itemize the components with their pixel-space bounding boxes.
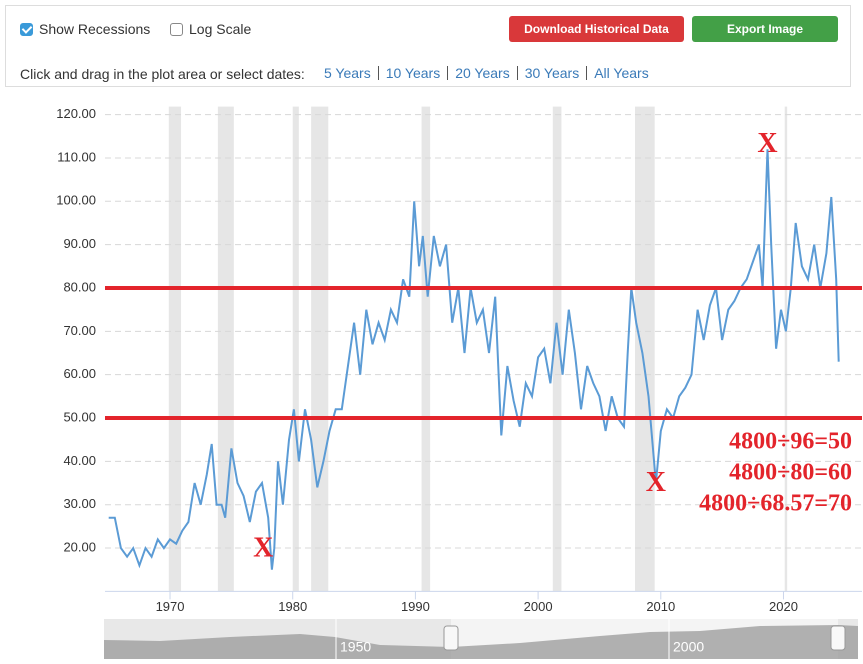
recession-band <box>784 106 788 592</box>
recession-band <box>421 106 431 592</box>
recession-band <box>217 106 234 592</box>
y-tick-label: 100.00 <box>56 193 96 208</box>
x-marker: X <box>253 533 273 564</box>
control-panel: Show Recessions Log Scale Download Histo… <box>5 5 851 87</box>
x-marker: X <box>757 128 777 159</box>
recession-band <box>552 106 562 592</box>
y-tick-label: 70.00 <box>63 323 96 338</box>
navigator-handle[interactable] <box>443 625 459 651</box>
annotation: 4800÷80=60 <box>729 460 852 486</box>
navigator: 1950 2000 <box>104 619 858 659</box>
download-button[interactable]: Download Historical Data <box>509 16 684 42</box>
y-tick-label: 40.00 <box>63 453 96 468</box>
x-tick-label: 1990 <box>401 599 430 614</box>
y-tick-label: 120.00 <box>56 106 96 121</box>
log-toggle[interactable]: Log Scale <box>170 21 251 37</box>
recession-band <box>635 106 655 592</box>
y-tick-label: 80.00 <box>63 279 96 294</box>
range-link[interactable]: 10 Years <box>377 66 448 80</box>
annotation: 4800÷68.57=70 <box>699 491 852 517</box>
y-tick-label: 50.00 <box>63 409 96 424</box>
navigator-label: 2000 <box>673 639 704 655</box>
prompt: Click and drag in the plot area or selec… <box>20 66 305 82</box>
checkbox-label: Show Recessions <box>39 21 151 37</box>
checkbox[interactable] <box>170 22 183 36</box>
y-tick-label: 90.00 <box>63 236 96 251</box>
range-link[interactable]: 30 Years <box>516 66 587 80</box>
range-link[interactable]: 5 Years <box>324 65 371 81</box>
x-marker: X <box>646 467 666 498</box>
x-tick-label: 1970 <box>156 599 185 614</box>
range-link[interactable]: All Years <box>586 66 655 80</box>
annotation: 4800÷96=50 <box>729 429 852 455</box>
y-tick-label: 20.00 <box>63 539 96 554</box>
x-tick-label: 1980 <box>278 599 307 614</box>
y-tick-label: 30.00 <box>63 496 96 511</box>
export-button[interactable]: Export Image <box>692 16 838 42</box>
recession-band <box>292 106 299 592</box>
checkbox-label: Log Scale <box>189 21 252 37</box>
recession-toggle[interactable]: Show Recessions <box>20 21 150 37</box>
range-link[interactable]: 20 Years <box>447 66 517 80</box>
x-tick-label: 2020 <box>769 599 798 614</box>
y-tick-label: 110.00 <box>57 149 96 164</box>
checkbox[interactable] <box>20 22 33 36</box>
navigator-label: 1950 <box>340 639 371 655</box>
recession-band <box>168 106 182 592</box>
y-tick-label: 60.00 <box>63 366 96 381</box>
x-tick-label: 2010 <box>646 599 675 614</box>
data-line <box>108 149 840 570</box>
x-tick-label: 2000 <box>524 599 553 614</box>
recession-band <box>311 106 329 592</box>
navigator-handle[interactable] <box>830 625 846 651</box>
range-links: 5 Years 10 Years 20 Years 30 Years All Years <box>317 66 656 80</box>
